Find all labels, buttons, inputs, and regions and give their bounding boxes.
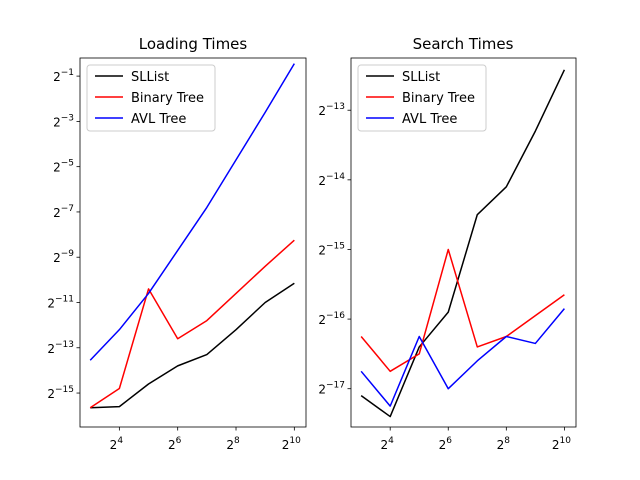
- y-tick-exponent: −11: [55, 294, 74, 304]
- x-tick-label: 24: [381, 436, 395, 452]
- x-tick-exponent: 8: [234, 436, 240, 446]
- x-tick-base: 2: [168, 438, 176, 452]
- axes-frame: [79, 57, 307, 428]
- legend-box: [357, 64, 487, 132]
- x-tick-base: 2: [381, 438, 389, 452]
- x-tick-exponent: 4: [117, 436, 123, 446]
- y-tick-base: 2: [53, 161, 61, 175]
- y-tick-exponent: −1: [61, 68, 74, 78]
- x-tick-base: 2: [110, 438, 118, 452]
- y-tick-label: 2−13: [318, 102, 345, 118]
- legend: SLList Binary Tree AVL Tree: [86, 64, 216, 132]
- series-line-sllist: [90, 282, 295, 409]
- series-layer: [89, 63, 295, 409]
- x-tick-label: 26: [168, 436, 182, 452]
- series-layer: [360, 69, 566, 418]
- y-tick-label: 2−9: [53, 249, 74, 265]
- x-tick-base: 2: [226, 438, 234, 452]
- x-tick-base: 2: [282, 438, 290, 452]
- x-tick-label: 210: [282, 436, 301, 452]
- x-axis-ticks: 24 26 28 210: [110, 427, 301, 452]
- series-line-avl-tree: [360, 308, 565, 407]
- y-tick-label: 2−5: [53, 159, 74, 175]
- x-tick-exponent: 8: [504, 436, 510, 446]
- y-tick-label: 2−15: [318, 241, 345, 257]
- legend-label-binary-tree: Binary Tree: [131, 91, 204, 106]
- axes-frame: [350, 57, 577, 428]
- y-tick-label: 2−1: [53, 68, 74, 84]
- legend-label-sllist: SLList: [131, 70, 169, 85]
- y-tick-exponent: −14: [326, 172, 345, 182]
- series-line-binary-tree: [89, 239, 295, 409]
- y-tick-base: 2: [318, 174, 326, 188]
- x-tick-base: 2: [497, 438, 505, 452]
- y-tick-label: 2−7: [53, 204, 74, 220]
- y-tick-base: 2: [318, 104, 326, 118]
- y-tick-base: 2: [53, 115, 61, 129]
- y-tick-base: 2: [318, 383, 326, 397]
- x-tick-base: 2: [439, 438, 447, 452]
- y-tick-exponent: −5: [61, 159, 74, 169]
- y-tick-label: 2−15: [47, 385, 74, 401]
- series-line-avl-tree: [89, 63, 295, 361]
- legend-label-sllist: SLList: [402, 70, 440, 85]
- y-tick-base: 2: [53, 206, 61, 220]
- y-tick-label: 2−11: [47, 294, 74, 310]
- series-line-sllist: [360, 69, 566, 418]
- y-tick-base: 2: [318, 243, 326, 257]
- y-tick-base: 2: [47, 296, 55, 310]
- y-tick-label: 2−13: [47, 340, 74, 356]
- y-tick-base: 2: [318, 313, 326, 327]
- y-tick-label: 2−17: [318, 381, 345, 397]
- chart-title: Loading Times: [139, 35, 248, 53]
- y-axis-ticks: 2−132−142−152−162−17: [318, 102, 351, 397]
- y-tick-exponent: −13: [326, 102, 345, 112]
- x-tick-label: 26: [439, 436, 453, 452]
- x-tick-base: 2: [552, 438, 560, 452]
- y-tick-base: 2: [53, 70, 61, 84]
- x-tick-exponent: 6: [176, 436, 182, 446]
- x-tick-label: 28: [226, 436, 240, 452]
- y-axis-ticks: 2−12−32−52−72−92−112−132−15: [47, 68, 80, 401]
- y-tick-label: 2−14: [318, 172, 345, 188]
- y-tick-exponent: −3: [61, 113, 74, 123]
- y-tick-base: 2: [47, 387, 55, 401]
- y-tick-label: 2−3: [53, 113, 74, 129]
- x-tick-exponent: 10: [289, 436, 301, 446]
- legend-box: [86, 64, 216, 132]
- x-axis-ticks: 24 26 28 210: [381, 427, 571, 452]
- y-tick-exponent: −16: [326, 311, 345, 321]
- series-line-binary-tree: [360, 248, 565, 373]
- legend-label-avl-tree: AVL Tree: [131, 112, 186, 127]
- y-tick-label: 2−16: [318, 311, 345, 327]
- y-tick-exponent: −15: [55, 385, 74, 395]
- x-tick-label: 28: [497, 436, 511, 452]
- y-tick-exponent: −15: [326, 241, 345, 251]
- legend-label-binary-tree: Binary Tree: [402, 91, 475, 106]
- loading-times-panel: Loading Times 24 26 28 210 2−12−32−52−72−92…: [47, 35, 307, 452]
- x-tick-exponent: 4: [388, 436, 394, 446]
- y-tick-exponent: −9: [61, 249, 75, 259]
- legend-label-avl-tree: AVL Tree: [402, 112, 457, 127]
- y-tick-base: 2: [47, 342, 55, 356]
- chart-title: Search Times: [413, 35, 514, 53]
- x-tick-label: 24: [110, 436, 124, 452]
- y-tick-exponent: −17: [326, 381, 345, 391]
- x-tick-exponent: 10: [559, 436, 571, 446]
- x-tick-exponent: 6: [446, 436, 452, 446]
- search-times-panel: Search Times 24 26 28 210 2−132−142−152−162…: [318, 35, 577, 452]
- x-tick-label: 210: [552, 436, 571, 452]
- y-tick-exponent: −13: [55, 340, 74, 350]
- legend: SLList Binary Tree AVL Tree: [357, 64, 487, 132]
- y-tick-exponent: −7: [61, 204, 74, 214]
- y-tick-base: 2: [53, 251, 61, 265]
